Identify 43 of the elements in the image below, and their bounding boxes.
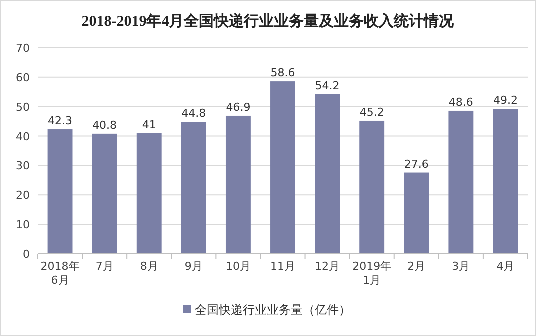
y-tick-label: 50 — [16, 100, 30, 114]
x-tick-label: 7月 — [96, 260, 114, 273]
legend-label: 全国快递行业业务量（亿件） — [195, 303, 351, 317]
y-tick-label: 70 — [16, 42, 30, 55]
data-label: 41 — [142, 118, 156, 132]
x-tick-label: 4月 — [496, 260, 515, 273]
x-tick-label: 2月 — [408, 260, 426, 273]
data-label: 44.8 — [182, 107, 206, 120]
bar — [448, 110, 474, 254]
bar — [48, 130, 73, 254]
data-label: 54.2 — [315, 79, 340, 92]
y-tick-label: 20 — [16, 189, 30, 202]
bar — [226, 116, 251, 254]
data-label: 58.6 — [270, 66, 296, 80]
x-tick-label: 2019年 1月 — [352, 260, 392, 287]
data-label: 49.2 — [493, 94, 518, 108]
bar — [493, 109, 518, 254]
x-tick-label: 3月 — [452, 260, 470, 273]
y-tick-label: 40 — [16, 130, 30, 144]
data-label: 27.6 — [404, 158, 429, 171]
data-label: 48.6 — [448, 96, 474, 109]
x-tick-label: 12月 — [315, 260, 340, 273]
data-label: 42.3 — [48, 114, 73, 128]
bar — [315, 94, 340, 254]
x-tick-label: 2018年 6月 — [40, 260, 80, 287]
bar — [181, 122, 206, 254]
x-tick-label: 11月 — [270, 260, 296, 273]
x-tick-label: 9月 — [184, 260, 203, 273]
bar — [136, 133, 162, 254]
x-tick-label: 8月 — [140, 260, 158, 273]
y-tick-label: 60 — [16, 71, 30, 84]
y-tick-label: 30 — [16, 160, 30, 173]
y-tick-label: 10 — [16, 218, 30, 232]
x-tick-label: 10月 — [226, 260, 251, 273]
data-label: 46.9 — [226, 100, 251, 114]
data-label: 45.2 — [360, 106, 384, 119]
y-tick-label: 0 — [23, 248, 30, 261]
bar — [360, 120, 385, 254]
chart-title: 2018-2019年4月全国快递行业业务量及业务收入统计情况 — [82, 12, 456, 30]
bar — [92, 134, 118, 254]
bar — [270, 82, 296, 254]
bar — [404, 172, 430, 254]
data-label: 40.8 — [92, 118, 118, 132]
